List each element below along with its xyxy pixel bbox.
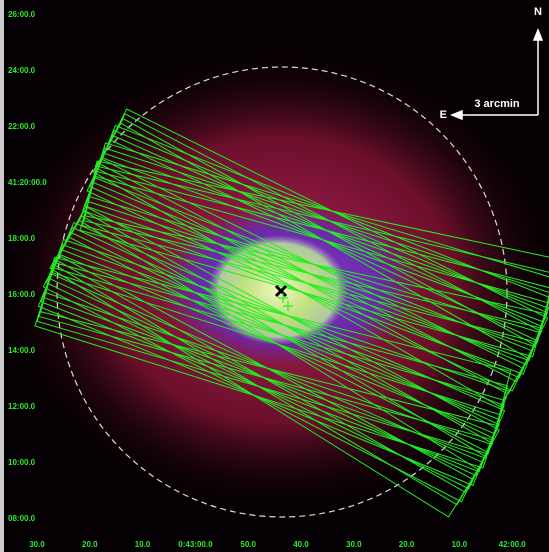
- sky-image: N E 3 arcmin 26:00.0 24:00.0 22:00.0 41:20:…: [0, 0, 549, 552]
- ra-label: 20.0: [399, 540, 415, 549]
- dec-label: 12:00.0: [8, 402, 36, 411]
- dec-label: 24:00.0: [8, 66, 36, 75]
- ra-label: 10.0: [452, 540, 468, 549]
- left-border: [0, 0, 4, 552]
- east-label: E: [440, 109, 447, 121]
- dec-label: 41:20:00.0: [8, 178, 47, 187]
- dec-label: 10:00.0: [8, 458, 36, 467]
- ra-label: 30.0: [346, 540, 362, 549]
- dec-label: 18:00.0: [8, 234, 36, 243]
- dec-label: 22:00.0: [8, 122, 36, 131]
- scale-label: 3 arcmin: [474, 98, 520, 110]
- dec-label: 16:00.0: [8, 290, 36, 299]
- ra-label: 50.0: [240, 540, 256, 549]
- ra-label: 0:43:00.0: [178, 540, 213, 549]
- north-label: N: [534, 6, 542, 18]
- ra-label: 42:00.0: [499, 540, 527, 549]
- dec-label: 14:00.0: [8, 346, 36, 355]
- dec-label: 08:00.0: [8, 514, 36, 523]
- ra-label: 20.0: [82, 540, 98, 549]
- ra-label: 30.0: [29, 540, 45, 549]
- ra-label: 40.0: [293, 540, 309, 549]
- ra-label: 10.0: [135, 540, 151, 549]
- dec-label: 26:00.0: [8, 10, 36, 19]
